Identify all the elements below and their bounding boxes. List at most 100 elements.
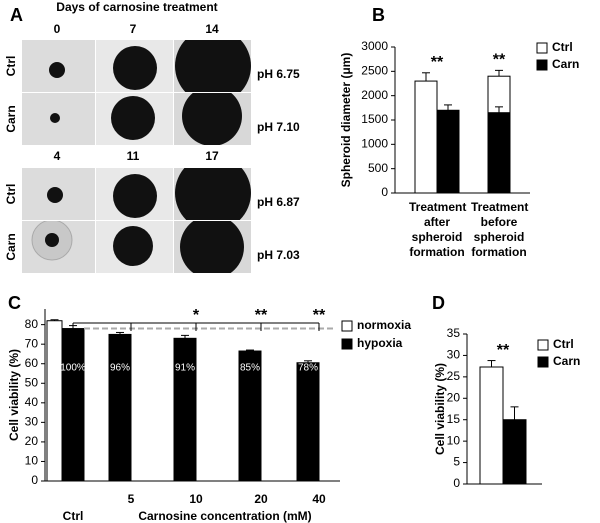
significance: **: [431, 54, 444, 71]
micrograph: [174, 221, 251, 273]
y-tick-label: 500: [368, 161, 388, 175]
day-label: 17: [205, 149, 219, 163]
ph-label: pH 6.75: [257, 67, 300, 81]
significance: **: [493, 52, 506, 69]
micrograph: [96, 93, 173, 145]
bar: [46, 320, 63, 482]
x-tick-label: 5: [128, 492, 135, 506]
legend-swatch: [537, 339, 549, 351]
bar: [487, 112, 511, 194]
spheroid: [113, 174, 157, 218]
legend-label: Ctrl: [553, 337, 574, 351]
y-tick-label: 20: [25, 434, 39, 448]
day-label: 11: [127, 149, 140, 163]
y-tick-label: 1000: [361, 137, 388, 151]
bar-annotation: 85%: [240, 363, 260, 374]
y-tick-label: 5: [453, 455, 460, 469]
ph-label: pH 7.10: [257, 120, 300, 134]
legend-swatch: [537, 356, 549, 368]
micrograph: [96, 168, 173, 220]
panel-label: B: [372, 5, 385, 25]
row-label: Carn: [4, 105, 18, 132]
legend-label: Carn: [552, 57, 579, 71]
x-tick-label: 10: [189, 492, 203, 506]
significance: **: [313, 307, 326, 324]
row-label: Carn: [4, 233, 18, 260]
panel-label: A: [10, 5, 23, 25]
legend-label: Ctrl: [552, 40, 573, 54]
significance: **: [255, 307, 268, 324]
ph-label: pH 6.87: [257, 195, 300, 209]
spheroid: [175, 168, 251, 220]
y-tick-label: 0: [381, 185, 388, 199]
legend-label: normoxia: [357, 318, 411, 332]
row-label: Ctrl: [4, 184, 18, 205]
micrograph: [174, 93, 251, 145]
spheroid: [182, 93, 242, 145]
y-tick-label: 30: [25, 415, 39, 429]
y-tick-label: 25: [447, 369, 461, 383]
bar-annotation: 91%: [175, 363, 195, 374]
significance: *: [193, 307, 200, 324]
legend-swatch: [536, 42, 548, 54]
panel-title: Days of carnosine treatment: [56, 0, 217, 14]
micrograph-bg: [22, 93, 95, 145]
y-tick-label: 0: [453, 476, 460, 490]
micrograph: [96, 221, 173, 273]
spheroid: [45, 233, 59, 247]
spheroid: [111, 96, 155, 140]
y-tick-label: 1500: [361, 112, 388, 126]
y-axis-label: Cell viability (%): [7, 349, 21, 441]
bar: [479, 366, 504, 485]
x-axis-label: Carnosine concentration (mM): [138, 509, 311, 523]
micrograph: [22, 93, 95, 145]
y-tick-label: 30: [447, 348, 461, 362]
y-tick-label: 60: [25, 356, 39, 370]
y-axis-label: Spheroid diameter (μm): [339, 53, 353, 188]
row-label: Ctrl: [4, 56, 18, 77]
y-tick-label: 10: [25, 454, 39, 468]
panel-label: D: [432, 293, 445, 313]
spheroid: [175, 40, 251, 92]
spheroid: [50, 113, 60, 123]
x-tick-label: 40: [312, 492, 326, 506]
bar: [173, 337, 197, 482]
y-tick-label: 50: [25, 375, 39, 389]
micrograph: [96, 40, 173, 92]
legend-swatch: [341, 338, 353, 350]
y-axis-label: Cell viability (%): [433, 363, 447, 455]
y-tick-label: 15: [447, 412, 461, 426]
spheroid: [180, 221, 244, 273]
day-label: 4: [54, 149, 61, 163]
day-label: 0: [54, 22, 61, 36]
x-tick-label: 20: [254, 492, 268, 506]
bar: [108, 333, 132, 482]
y-tick-label: 10: [447, 433, 461, 447]
panel-label: C: [8, 293, 21, 313]
bar: [502, 419, 527, 485]
micrograph: [174, 168, 251, 220]
micrograph: [22, 221, 95, 273]
significance: **: [497, 342, 510, 359]
day-label: 14: [205, 22, 219, 36]
micrograph: [22, 168, 95, 220]
x-tick-label: Ctrl: [63, 509, 84, 523]
bar: [436, 109, 460, 194]
bar: [61, 328, 85, 482]
bar-annotation: 100%: [60, 363, 86, 374]
spheroid: [113, 226, 153, 266]
y-tick-label: 3000: [361, 39, 388, 53]
spheroid: [49, 62, 65, 78]
x-tick-label: Treatment after spheroid formation: [409, 200, 467, 259]
y-tick-label: 0: [31, 473, 38, 487]
spheroid: [47, 187, 63, 203]
micrograph: [22, 40, 95, 92]
y-tick-label: 70: [25, 336, 39, 350]
micrograph: [174, 40, 251, 92]
bar-annotation: 96%: [110, 363, 130, 374]
y-tick-label: 40: [25, 395, 39, 409]
legend-swatch: [341, 320, 353, 332]
y-tick-label: 35: [447, 326, 461, 340]
